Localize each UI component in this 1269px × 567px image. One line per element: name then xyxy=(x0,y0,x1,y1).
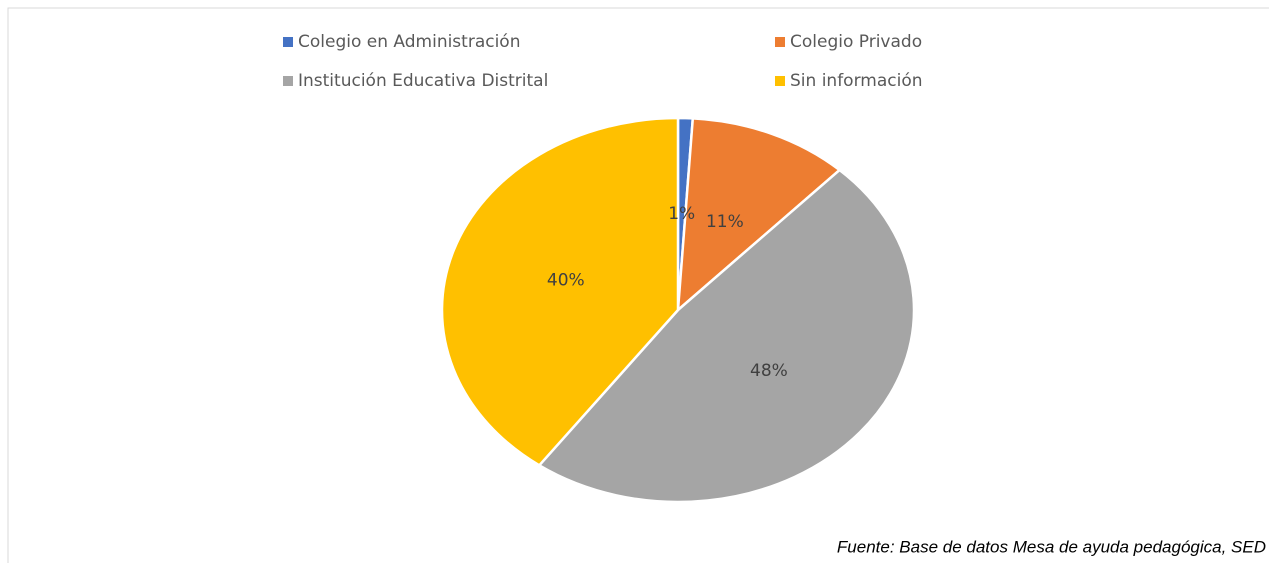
data-label: 40% xyxy=(547,270,585,290)
legend-marker xyxy=(283,37,293,47)
data-label: 48% xyxy=(750,361,788,381)
legend-marker xyxy=(775,37,785,47)
data-label: 11% xyxy=(706,212,744,232)
legend-label: Sin información xyxy=(790,71,923,91)
legend-marker xyxy=(775,76,785,86)
chart-frame xyxy=(7,7,1269,563)
legend-label: Colegio Privado xyxy=(790,32,922,52)
pie-slice xyxy=(676,117,842,313)
pie-slice xyxy=(537,168,916,504)
data-label: 1% xyxy=(668,204,695,224)
pie-slice xyxy=(440,116,680,467)
source-note: Fuente: Base de datos Mesa de ayuda peda… xyxy=(837,537,1266,556)
legend-label: Colegio en Administración xyxy=(298,32,521,52)
legend-marker xyxy=(283,76,293,86)
legend-label: Institución Educativa Distrital xyxy=(298,71,548,91)
